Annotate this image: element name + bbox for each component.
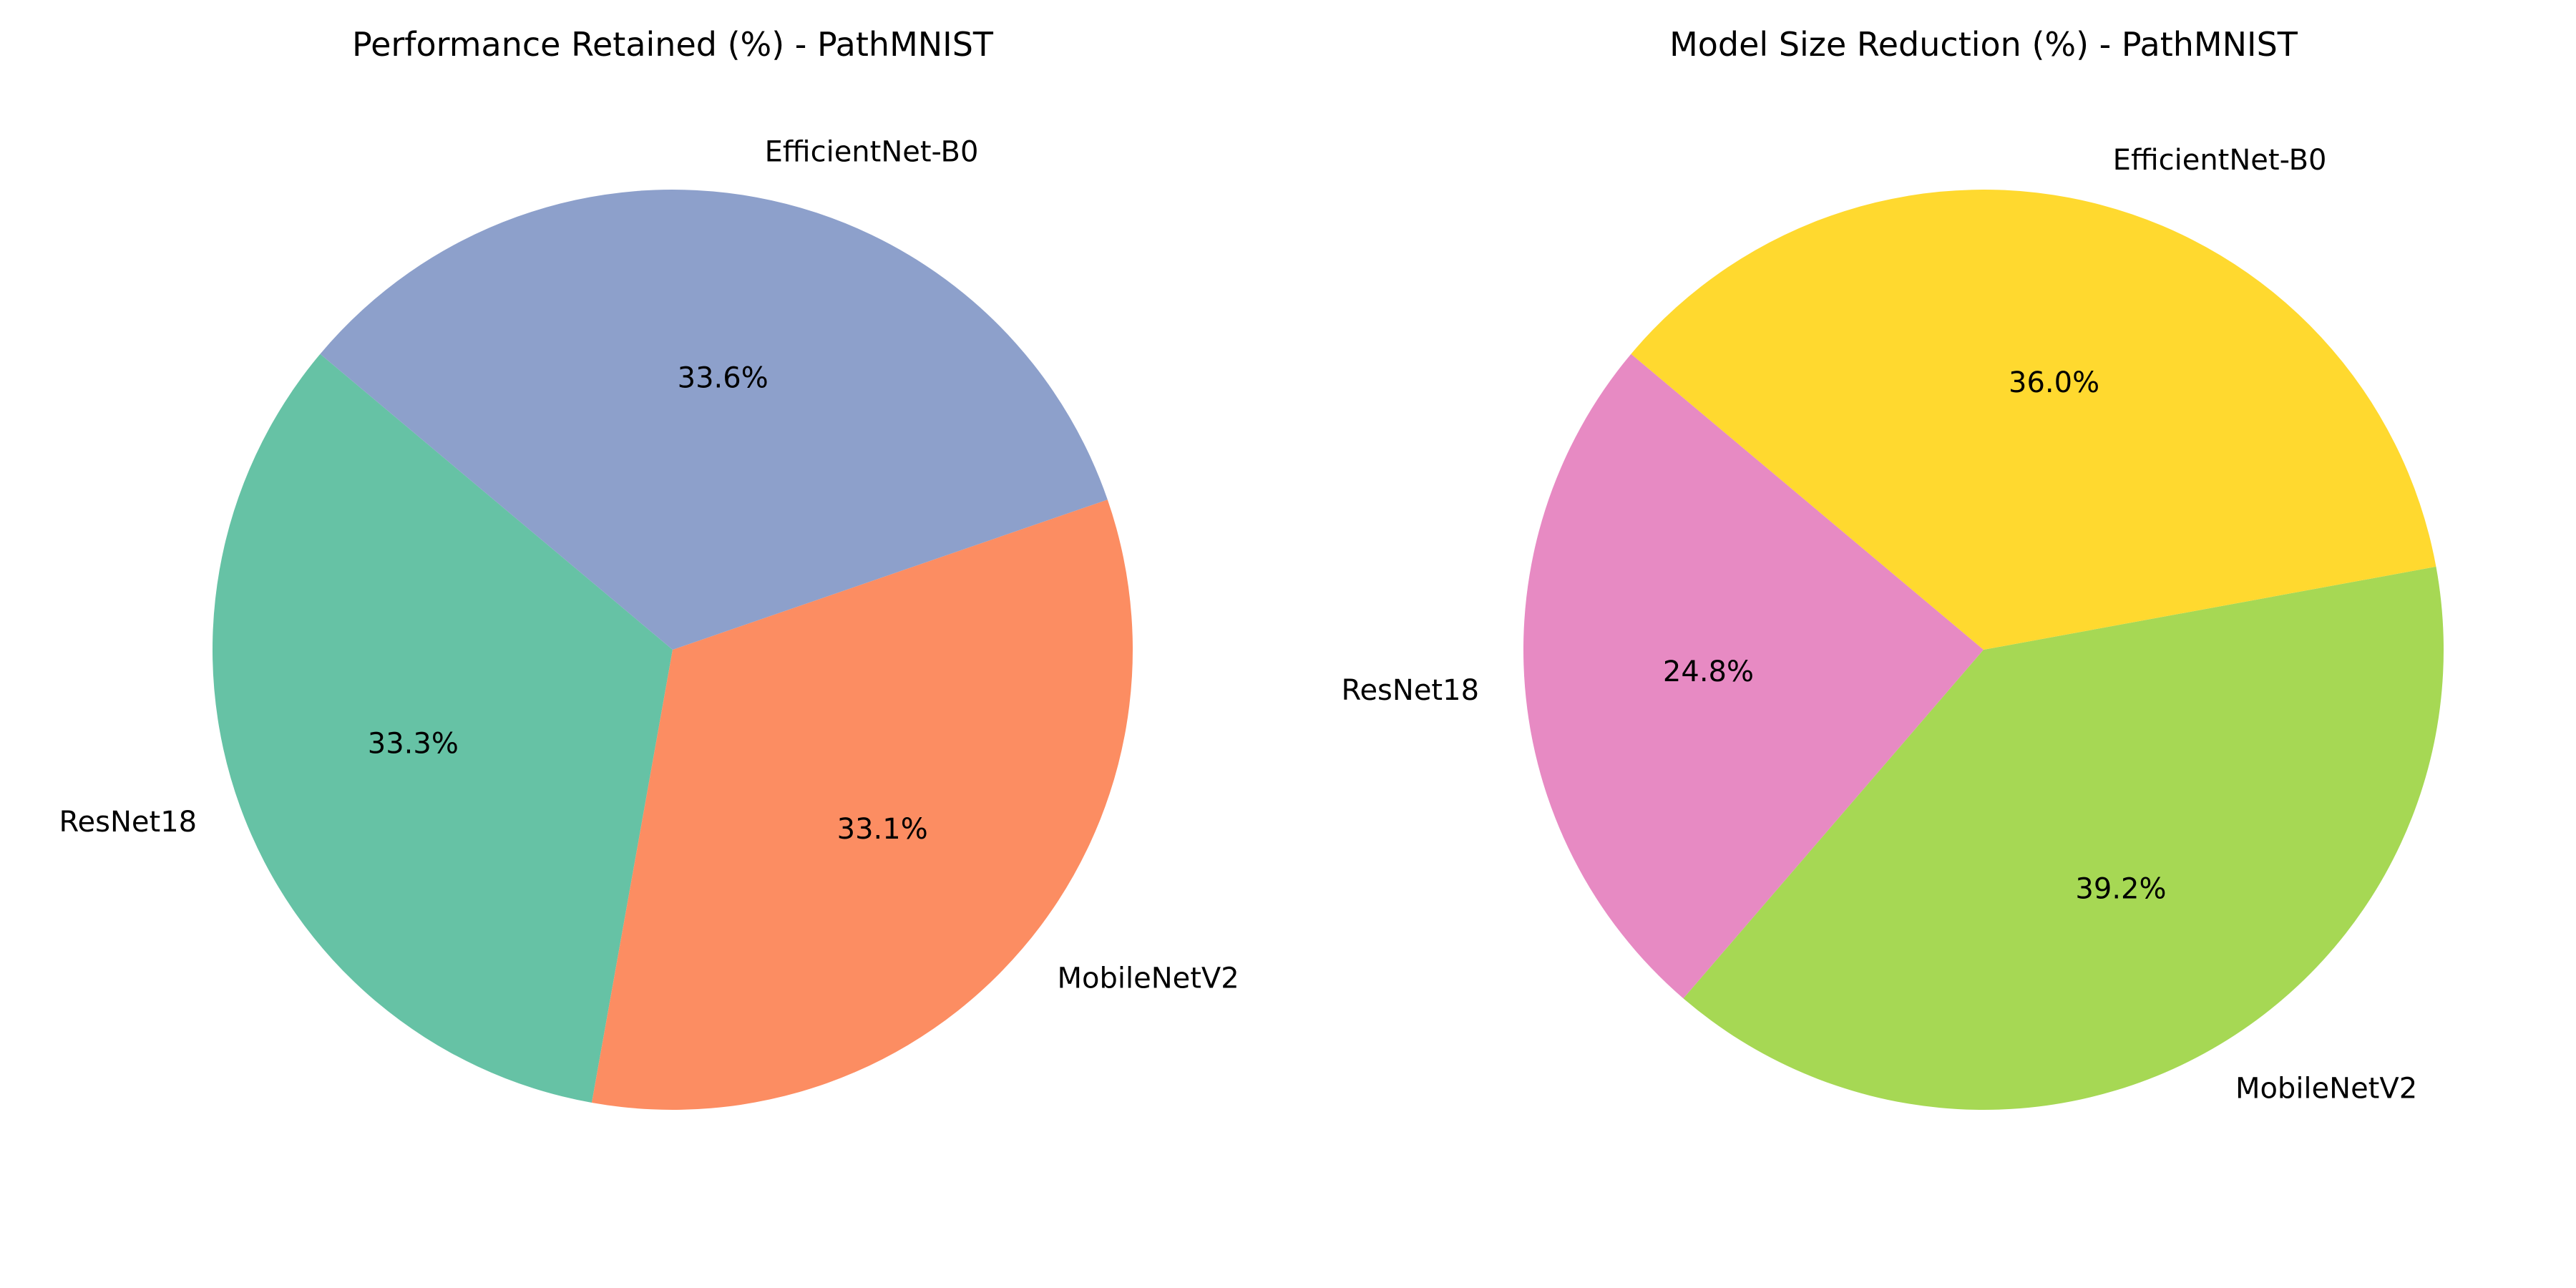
pie-percent-label: 36.0% <box>2009 366 2099 399</box>
pie-chart-performance-retained: Performance Retained (%) - PathMNIST 33.… <box>59 25 2444 1111</box>
pie-category-label: EfficientNet-B0 <box>2113 144 2327 177</box>
pie-percent-label: 33.6% <box>678 362 769 395</box>
chart-title: Performance Retained (%) - PathMNIST <box>352 25 994 64</box>
pie-slice-mobilenetv2 <box>1683 566 2444 1111</box>
pie-category-label: ResNet18 <box>1341 674 1479 707</box>
pie-percent-label: 33.3% <box>368 728 459 761</box>
pie-slice-resnet18 <box>1523 353 1984 999</box>
pie-category-label: MobileNetV2 <box>1058 962 1239 995</box>
pie-slices <box>212 189 2444 1111</box>
pie-slice-mobilenetv2 <box>592 499 1133 1110</box>
pie-percent-label: 39.2% <box>2075 873 2166 906</box>
pie-slice-resnet18 <box>212 353 673 1103</box>
pie-category-label: MobileNetV2 <box>2235 1073 2417 1106</box>
pie-chart-model-size-reduction: Model Size Reduction (%) - PathMNIST <box>1669 25 2298 64</box>
pie-category-label: ResNet18 <box>59 806 197 839</box>
pie-labels: 33.3% ResNet18 33.1% MobileNetV2 33.6% Effici… <box>59 135 2418 1105</box>
pie-percent-label: 33.1% <box>837 813 928 846</box>
pie-category-label: EfficientNet-B0 <box>765 135 979 168</box>
chart-title: Model Size Reduction (%) - PathMNIST <box>1669 25 2298 64</box>
pie-slice-efficientnet-b0 <box>1631 189 2436 650</box>
pie-percent-label: 24.8% <box>1663 655 1754 688</box>
pie-slice-efficientnet-b0 <box>320 189 1108 650</box>
